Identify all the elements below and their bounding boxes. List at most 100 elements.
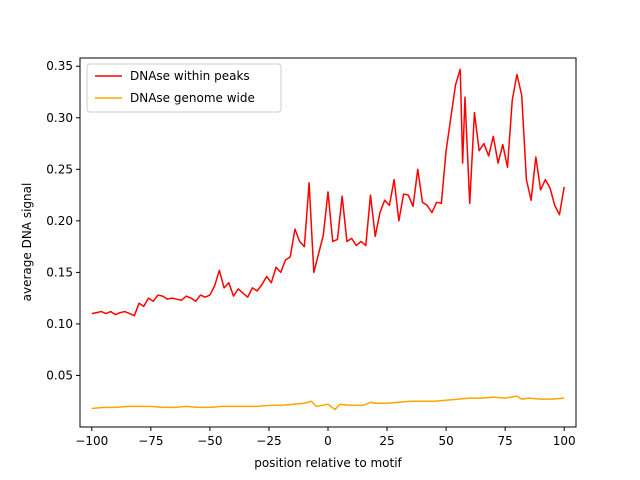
- data-point: [478, 150, 480, 152]
- data-point: [351, 405, 353, 407]
- data-point: [356, 245, 358, 247]
- data-point: [261, 284, 263, 286]
- data-point: [469, 397, 471, 399]
- data-point: [403, 193, 405, 195]
- data-point: [386, 402, 388, 404]
- data-point: [268, 405, 270, 407]
- data-point: [304, 246, 306, 248]
- data-point: [417, 169, 419, 171]
- data-point: [412, 206, 414, 208]
- data-point: [552, 398, 554, 400]
- data-point: [280, 272, 282, 274]
- data-point: [469, 203, 471, 205]
- data-point: [221, 406, 223, 408]
- data-point: [339, 404, 341, 406]
- data-point: [450, 117, 452, 119]
- data-point: [252, 287, 254, 289]
- data-point: [457, 398, 459, 400]
- data-point: [245, 406, 247, 408]
- x-axis-label: position relative to motif: [254, 456, 402, 470]
- data-point: [129, 313, 131, 315]
- data-point: [280, 405, 282, 407]
- data-point: [256, 290, 258, 292]
- data-point: [341, 195, 343, 197]
- data-point: [247, 296, 249, 298]
- data-point: [292, 404, 294, 406]
- data-point: [384, 199, 386, 201]
- data-point: [103, 407, 105, 409]
- data-point: [516, 74, 518, 76]
- data-point: [176, 298, 178, 300]
- data-point: [148, 297, 150, 299]
- data-point: [233, 406, 235, 408]
- data-point: [242, 292, 244, 294]
- data-point: [124, 311, 126, 313]
- data-point: [322, 234, 324, 236]
- data-point: [410, 400, 412, 402]
- data-point: [474, 112, 476, 114]
- x-tick-label: −25: [256, 434, 281, 448]
- data-point: [162, 295, 164, 297]
- data-point: [157, 294, 159, 296]
- y-tick-label: 0.05: [46, 368, 73, 382]
- data-point: [138, 406, 140, 408]
- data-point: [370, 194, 372, 196]
- data-point: [540, 189, 542, 191]
- data-point: [185, 406, 187, 408]
- data-point: [441, 203, 443, 205]
- data-point: [167, 298, 169, 300]
- data-point: [228, 282, 230, 284]
- data-point: [351, 238, 353, 240]
- data-point: [223, 287, 225, 289]
- data-point: [374, 402, 376, 404]
- y-tick-label: 0.25: [46, 162, 73, 176]
- data-point: [540, 398, 542, 400]
- data-point: [497, 162, 499, 164]
- data-point: [115, 314, 117, 316]
- data-point: [219, 270, 221, 272]
- y-axis-ticks: 0.05 0.10 0.15 0.20 0.25 0.30 0.35: [46, 59, 80, 382]
- data-point: [462, 162, 464, 164]
- data-point: [313, 272, 315, 274]
- y-axis-label: average DNA signal: [20, 183, 34, 302]
- data-point: [426, 205, 428, 207]
- y-tick-label: 0.30: [46, 111, 73, 125]
- legend-label-within-peaks: DNAse within peaks: [130, 69, 250, 83]
- y-tick-label: 0.20: [46, 214, 73, 228]
- data-point: [327, 404, 329, 406]
- data-point: [502, 144, 504, 146]
- x-tick-label: −75: [138, 434, 163, 448]
- data-point: [332, 241, 334, 243]
- data-point: [526, 179, 528, 181]
- data-point: [379, 212, 381, 214]
- data-point: [455, 84, 457, 86]
- data-point: [289, 256, 291, 258]
- data-point: [308, 182, 310, 184]
- x-tick-label: 75: [498, 434, 513, 448]
- legend-label-genome-wide: DNAse genome wide: [130, 91, 255, 105]
- data-point: [233, 295, 235, 297]
- data-point: [209, 294, 211, 296]
- data-point: [91, 408, 93, 410]
- data-point: [398, 220, 400, 222]
- data-point: [507, 166, 509, 168]
- data-point: [365, 245, 367, 247]
- data-point: [214, 285, 216, 287]
- data-point: [294, 228, 296, 230]
- data-point: [315, 406, 317, 408]
- data-point: [445, 399, 447, 401]
- data-point: [433, 400, 435, 402]
- data-point: [521, 94, 523, 96]
- data-point: [360, 241, 362, 243]
- data-point: [150, 406, 152, 408]
- x-tick-label: 25: [379, 434, 394, 448]
- data-point: [256, 406, 258, 408]
- data-point: [528, 397, 530, 399]
- data-point: [271, 282, 273, 284]
- data-point: [204, 296, 206, 298]
- x-tick-label: 100: [553, 434, 576, 448]
- data-point: [445, 150, 447, 152]
- data-point: [535, 156, 537, 158]
- data-point: [363, 405, 365, 407]
- data-point: [190, 297, 192, 299]
